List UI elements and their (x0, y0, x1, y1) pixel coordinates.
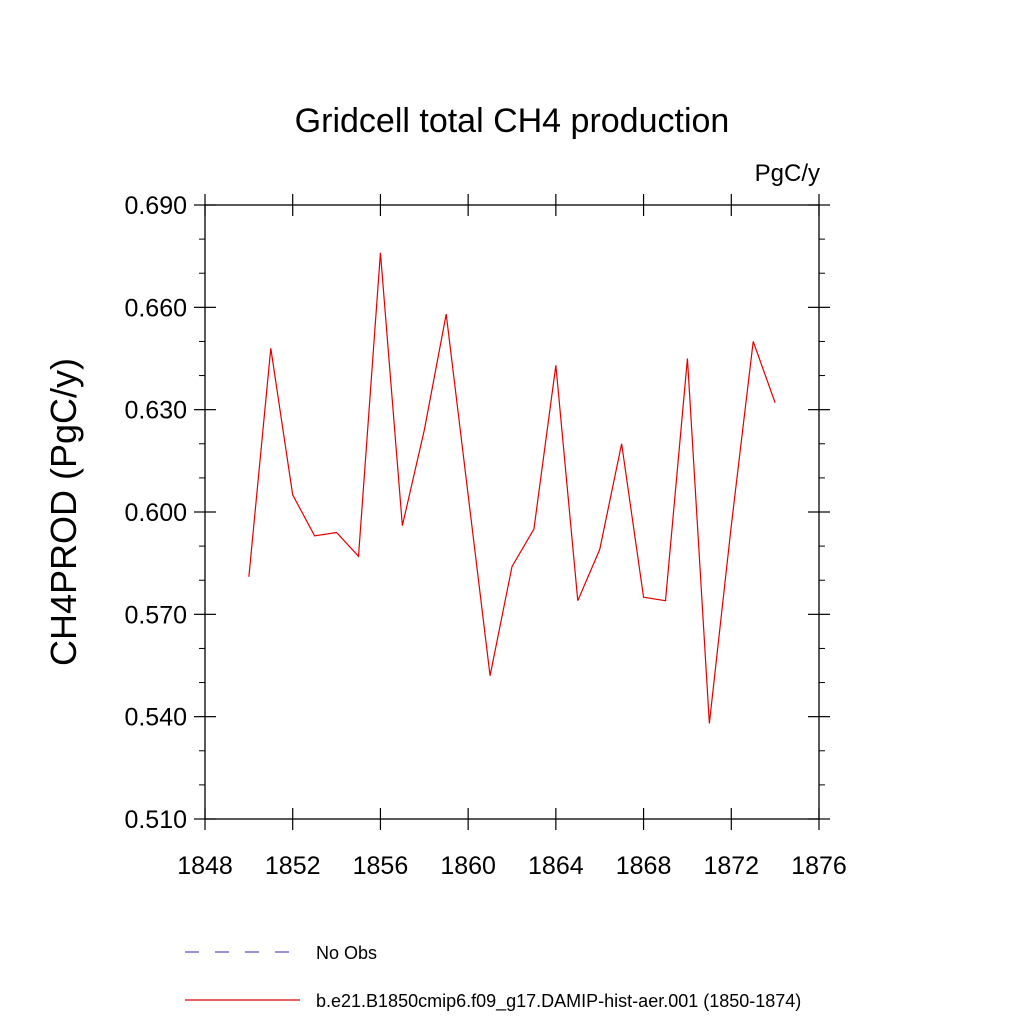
chart-title: Gridcell total CH4 production (295, 102, 730, 140)
y-tick-label: 0.600 (124, 499, 187, 527)
series-line (248, 252, 776, 724)
y-tick-labels: 0.510 0.540 0.570 0.600 0.630 0.660 0.690 (124, 192, 187, 834)
x-tick-label: 1852 (265, 852, 321, 880)
x-tick-label: 1872 (703, 852, 759, 880)
ticks-layer (194, 194, 830, 830)
y-tick-label: 0.540 (124, 704, 187, 732)
plot-frame (204, 204, 820, 820)
x-tick-label: 1856 (353, 852, 409, 880)
x-tick-label: 1864 (528, 852, 584, 880)
y-tick-label: 0.570 (124, 601, 187, 629)
series-layer (248, 252, 776, 724)
x-tick-label: 1860 (440, 852, 496, 880)
legend: No Obs b.e21.B1850cmip6.f09_g17.DAMIP-his… (185, 943, 801, 1012)
x-tick-label: 1876 (791, 852, 847, 880)
y-tick-label: 0.690 (124, 192, 187, 220)
legend-label: b.e21.B1850cmip6.f09_g17.DAMIP-hist-aer.… (316, 991, 801, 1012)
y-tick-label: 0.660 (124, 294, 187, 322)
y-tick-label: 0.630 (124, 397, 187, 425)
x-tick-label: 1848 (177, 852, 233, 880)
y-axis-label: CH4PROD (PgC/y) (43, 358, 84, 666)
x-tick-labels: 1848 1852 1856 1860 1864 1868 1872 1876 (177, 852, 847, 880)
legend-label: No Obs (316, 943, 377, 963)
units-label: PgC/y (755, 160, 820, 187)
x-tick-label: 1868 (616, 852, 672, 880)
y-tick-label: 0.510 (124, 806, 187, 834)
